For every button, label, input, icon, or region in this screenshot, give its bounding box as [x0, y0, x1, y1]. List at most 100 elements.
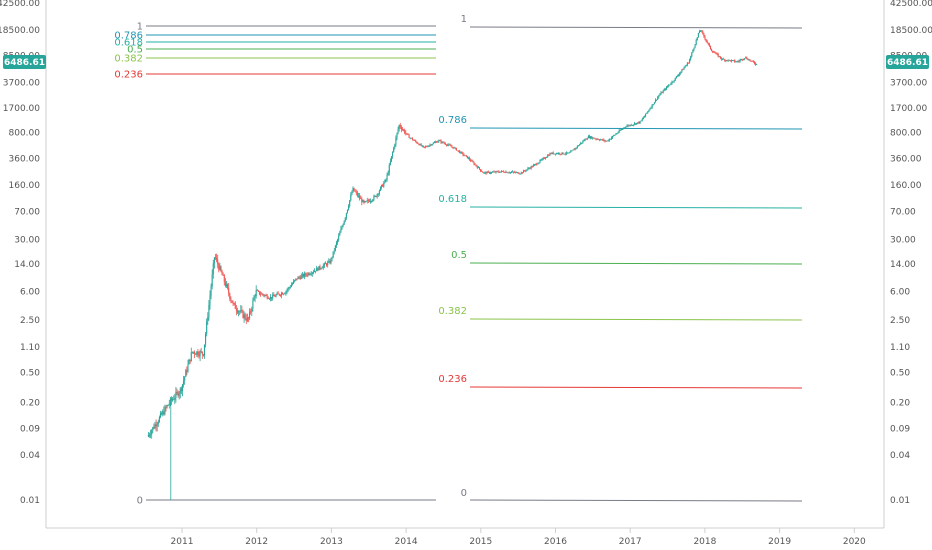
candle-body	[276, 293, 278, 295]
y-tick-label-right: 0.01	[890, 496, 910, 506]
candle-body	[441, 141, 443, 143]
candle-body	[239, 311, 241, 313]
candle-body	[301, 274, 303, 276]
candle-body	[524, 170, 526, 172]
candle-body	[638, 122, 640, 124]
candle-body	[324, 263, 327, 265]
x-tick-label: 2015	[469, 537, 492, 547]
candle-body	[345, 213, 347, 218]
candle-body	[400, 127, 402, 130]
candle-body	[243, 314, 245, 318]
candle-body	[185, 370, 187, 377]
candle-body	[173, 399, 175, 401]
candle-body	[350, 194, 352, 201]
left-price-scale[interactable]: 42500.0018500.008500.003700.001700.00800…	[0, 0, 40, 506]
candle-body	[746, 57, 748, 60]
candle-body	[748, 59, 750, 61]
candle-body	[726, 60, 728, 62]
y-tick-label-left: 18500.00	[0, 26, 40, 36]
candle-body	[209, 295, 211, 305]
candle-body	[233, 302, 235, 304]
y-tick-label-left: 160.00	[9, 181, 41, 191]
candle-body	[673, 80, 675, 82]
fib-right-level-line	[469, 386, 803, 389]
candle-body	[510, 172, 512, 173]
candle-body	[684, 66, 686, 68]
candle-body	[166, 405, 168, 408]
candle-body	[661, 92, 663, 94]
y-tick-label-right: 18500.00	[890, 26, 932, 36]
candle-body	[304, 273, 306, 277]
y-tick-label-right: 14.00	[890, 260, 916, 270]
candle-body	[565, 152, 567, 154]
time-scale[interactable]: 2011 2012 2013 2014 2015 2016 2017 2018 2019 2020	[171, 528, 866, 547]
candle-body	[585, 138, 587, 140]
candle-body	[331, 257, 333, 259]
candle-body	[151, 430, 153, 435]
candle-body	[305, 273, 307, 275]
fib-left-level-label: 0.236	[114, 70, 143, 81]
candle-body	[333, 250, 335, 252]
candle-body	[203, 344, 206, 356]
candle-body	[192, 351, 195, 353]
candle-body	[697, 33, 699, 38]
candle-body	[616, 133, 618, 135]
candle-body	[398, 125, 400, 130]
candle-body	[664, 89, 666, 90]
candle-body	[300, 275, 302, 279]
candle-body	[277, 293, 279, 295]
candle-body	[563, 153, 565, 155]
fib-right-level-label: 0.786	[438, 115, 467, 126]
candle-body	[337, 239, 339, 243]
candle-body	[169, 398, 171, 404]
candle-body	[676, 75, 679, 77]
candle-body	[397, 129, 399, 134]
candle-body	[575, 147, 577, 149]
price-tag-left-text: 6486.61	[4, 58, 45, 68]
candle-body	[740, 59, 742, 60]
candle-body	[529, 168, 531, 170]
candle-body	[650, 107, 652, 109]
candle-body	[393, 147, 395, 153]
candle-body	[247, 317, 250, 319]
candle-body	[297, 277, 299, 280]
candle-body	[154, 424, 156, 429]
candle-body	[527, 168, 529, 170]
candle-body	[738, 61, 740, 62]
candle-body	[504, 172, 506, 174]
candle-body	[163, 411, 165, 415]
candle-body	[315, 270, 317, 272]
candle-body	[255, 290, 257, 297]
candle-body	[410, 137, 412, 139]
candle-body	[683, 67, 685, 70]
candle-body	[419, 144, 421, 146]
candle-body	[306, 274, 308, 276]
candle-body	[472, 160, 474, 163]
candle-body	[379, 187, 382, 191]
candle-body	[717, 54, 719, 57]
candle-body	[235, 308, 237, 311]
candle-body	[438, 140, 440, 142]
fib-retracement-right[interactable]: 1 0.786 0.618 0.5 0.382 0.236 0	[438, 14, 803, 502]
candle-body	[179, 388, 181, 394]
candle-body	[428, 145, 430, 147]
candle-body	[318, 266, 320, 271]
candle-body	[682, 69, 684, 71]
candle-body	[287, 287, 289, 291]
candle-body	[605, 141, 607, 142]
fib-right-level-line	[469, 262, 803, 265]
candle-body	[634, 123, 636, 125]
candle-body	[355, 191, 357, 193]
y-tick-label-left: 800.00	[9, 128, 41, 138]
right-price-scale[interactable]: 42500.0018500.008500.003700.001700.00800…	[890, 0, 932, 506]
candle-body	[262, 293, 264, 295]
candle-body	[225, 284, 228, 286]
candle-body	[361, 198, 363, 203]
candle-body	[455, 148, 457, 151]
candle-body	[722, 58, 724, 60]
y-tick-label-right: 70.00	[890, 208, 916, 218]
candle-body	[219, 266, 221, 270]
y-tick-label-left: 6.00	[20, 288, 40, 298]
